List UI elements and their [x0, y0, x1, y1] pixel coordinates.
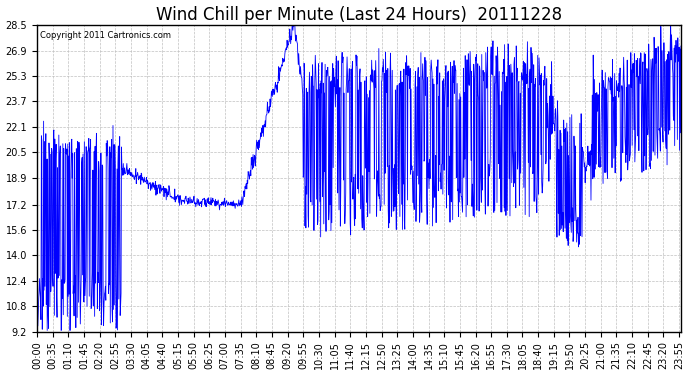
Text: Copyright 2011 Cartronics.com: Copyright 2011 Cartronics.com: [40, 31, 171, 40]
Title: Wind Chill per Minute (Last 24 Hours)  20111228: Wind Chill per Minute (Last 24 Hours) 20…: [156, 6, 562, 24]
